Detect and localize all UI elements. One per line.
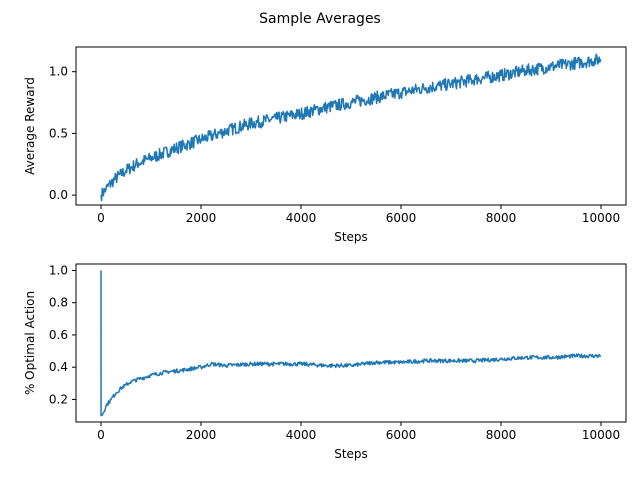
reward-x-tick-label: 10000 (582, 211, 620, 225)
optimal-action-y-tick-label: 0.6 (49, 328, 68, 342)
reward-axes-frame (75, 46, 627, 206)
optimal-action-x-tick-label: 6000 (386, 428, 417, 442)
optimal-action-x-tick-label: 4000 (286, 428, 317, 442)
reward-y-tick-label: 0.5 (49, 126, 68, 140)
reward-y-tick-label: 0.0 (49, 188, 68, 202)
reward-x-tick-label: 0 (97, 211, 105, 225)
optimal-action-x-tick-label: 10000 (582, 428, 620, 442)
optimal-action-x-tick-label: 2000 (186, 428, 217, 442)
reward-y-tick-label: 1.0 (49, 65, 68, 79)
optimal-action-series-line (100, 270, 602, 417)
reward-y-axis-label: Average Reward (23, 77, 37, 175)
reward-series-line (100, 53, 602, 202)
optimal-action-x-tick-label: 0 (97, 428, 105, 442)
reward-x-tick-label: 8000 (486, 211, 517, 225)
optimal-action-y-tick-label: 0.2 (49, 392, 68, 406)
reward-x-axis-label: Steps (334, 230, 368, 244)
figure-title: Sample Averages (259, 11, 381, 27)
optimal-action-axes-frame (75, 263, 627, 423)
optimal-action-x-tick-label: 8000 (486, 428, 517, 442)
reward-chart: 0 2000 4000 6000 8000 10000 0.0 0.5 1.0 Steps Aver… (23, 46, 627, 244)
optimal-action-chart: 0 2000 4000 6000 8000 10000 0.2 0.4 0.6 0.8 1.0 Ste… (23, 263, 627, 461)
optimal-action-y-tick-label: 0.8 (49, 296, 68, 310)
optimal-action-y-tick-label: 0.4 (49, 360, 68, 374)
reward-x-tick-label: 2000 (186, 211, 217, 225)
reward-x-tick-label: 6000 (386, 211, 417, 225)
optimal-action-y-tick-label: 1.0 (49, 263, 68, 277)
reward-x-tick-label: 4000 (286, 211, 317, 225)
optimal-action-y-axis-label: % Optimal Action (23, 291, 37, 395)
optimal-action-x-axis-label: Steps (334, 447, 368, 461)
